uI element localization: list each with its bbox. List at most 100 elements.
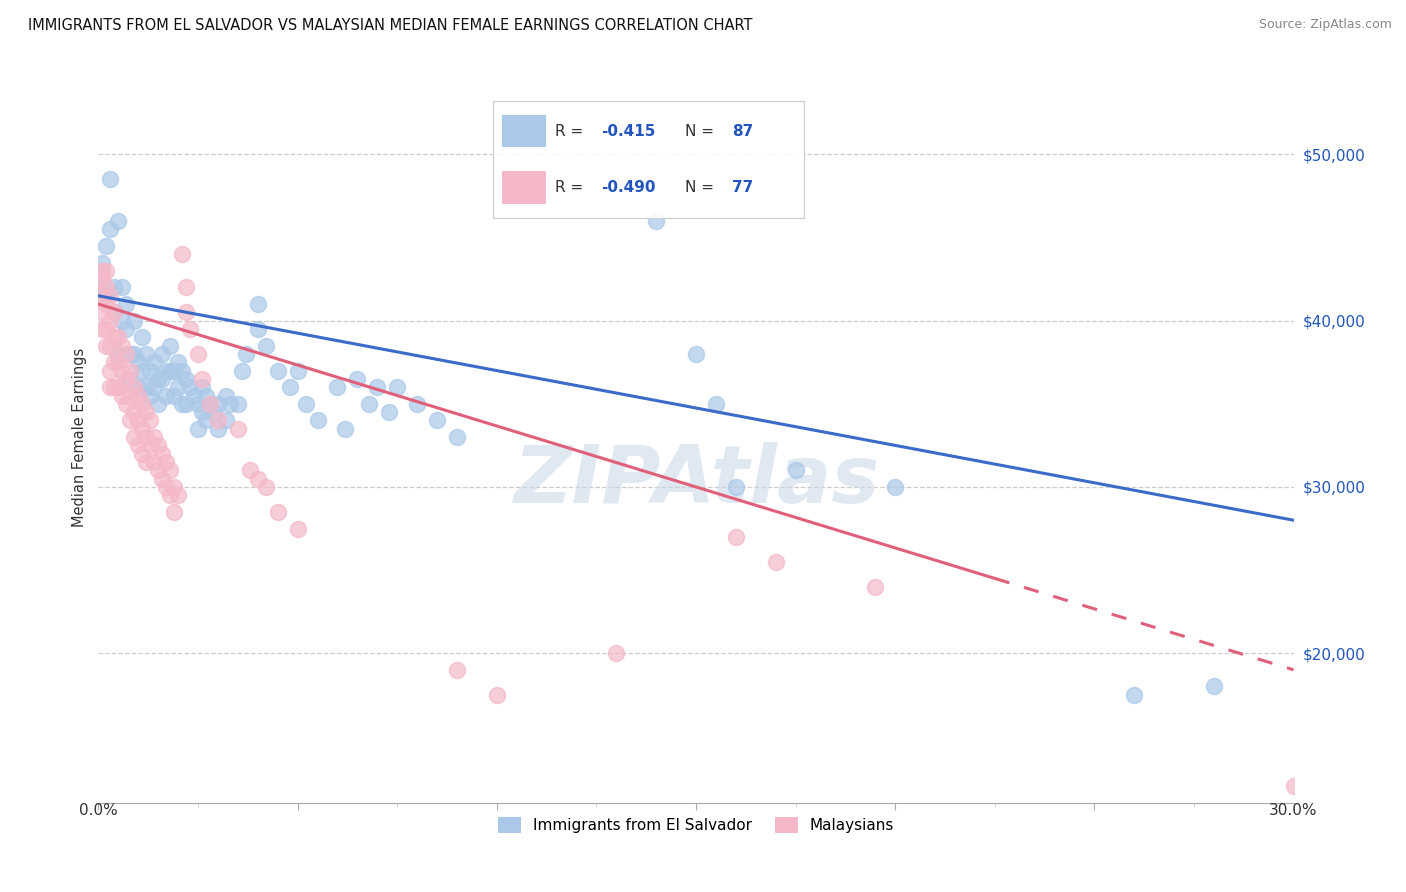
Point bbox=[115, 372, 138, 386]
Point bbox=[246, 472, 269, 486]
Point bbox=[172, 247, 194, 261]
Point bbox=[191, 380, 214, 394]
Point bbox=[127, 388, 149, 402]
Text: 30.0%: 30.0% bbox=[1270, 803, 1317, 818]
Point bbox=[704, 397, 727, 411]
Point bbox=[406, 397, 429, 411]
Point bbox=[231, 363, 253, 377]
Point bbox=[215, 413, 238, 427]
Point bbox=[287, 363, 309, 377]
Point bbox=[143, 455, 166, 469]
Point bbox=[207, 422, 229, 436]
Point bbox=[167, 380, 190, 394]
Point bbox=[103, 355, 125, 369]
Point bbox=[366, 380, 388, 394]
Text: Source: ZipAtlas.com: Source: ZipAtlas.com bbox=[1258, 18, 1392, 31]
Point bbox=[307, 413, 329, 427]
Point bbox=[183, 388, 205, 402]
Point bbox=[96, 280, 118, 294]
Point bbox=[91, 264, 114, 278]
Point bbox=[98, 338, 122, 352]
Point bbox=[124, 347, 146, 361]
Point bbox=[155, 388, 177, 402]
Point bbox=[785, 463, 807, 477]
Point bbox=[378, 405, 401, 419]
Point bbox=[120, 372, 142, 386]
Point bbox=[135, 455, 157, 469]
Point bbox=[246, 297, 269, 311]
Point bbox=[605, 646, 627, 660]
Point bbox=[685, 347, 707, 361]
Point bbox=[724, 480, 747, 494]
Point bbox=[139, 363, 162, 377]
Point bbox=[127, 413, 149, 427]
Point bbox=[91, 305, 114, 319]
Point bbox=[96, 338, 118, 352]
Point bbox=[115, 397, 138, 411]
Point bbox=[174, 305, 197, 319]
Point bbox=[150, 472, 173, 486]
Point bbox=[446, 663, 468, 677]
Point bbox=[135, 405, 157, 419]
Point bbox=[135, 380, 157, 394]
Point bbox=[91, 322, 114, 336]
Point bbox=[107, 380, 129, 394]
Point bbox=[163, 480, 186, 494]
Point bbox=[254, 480, 277, 494]
Point bbox=[124, 380, 146, 394]
Point bbox=[163, 363, 186, 377]
Point bbox=[98, 363, 122, 377]
Point bbox=[335, 422, 357, 436]
Point bbox=[111, 280, 134, 294]
Point bbox=[124, 405, 146, 419]
Point bbox=[163, 388, 186, 402]
Point bbox=[163, 505, 186, 519]
Point bbox=[115, 322, 138, 336]
Point bbox=[98, 222, 122, 236]
Point bbox=[226, 422, 249, 436]
Point bbox=[159, 363, 181, 377]
Point bbox=[143, 430, 166, 444]
Point bbox=[139, 438, 162, 452]
Point bbox=[278, 380, 301, 394]
Point bbox=[143, 380, 166, 394]
Point bbox=[91, 280, 114, 294]
Point bbox=[103, 280, 125, 294]
Point bbox=[326, 380, 349, 394]
Point bbox=[91, 272, 114, 286]
Point bbox=[96, 297, 118, 311]
Point bbox=[207, 413, 229, 427]
Point bbox=[103, 330, 125, 344]
Point bbox=[385, 380, 409, 394]
Point bbox=[155, 480, 177, 494]
Point bbox=[179, 380, 201, 394]
Point bbox=[287, 521, 309, 535]
Point bbox=[120, 388, 142, 402]
Point bbox=[103, 305, 125, 319]
Point bbox=[155, 455, 177, 469]
Point bbox=[96, 322, 118, 336]
Point bbox=[167, 355, 190, 369]
Point bbox=[187, 422, 209, 436]
Point bbox=[107, 347, 129, 361]
Point bbox=[167, 488, 190, 502]
Point bbox=[884, 480, 907, 494]
Point bbox=[148, 463, 170, 477]
Point bbox=[135, 430, 157, 444]
Point bbox=[103, 380, 125, 394]
Point bbox=[98, 380, 122, 394]
Point bbox=[172, 363, 194, 377]
Point bbox=[159, 488, 181, 502]
Point bbox=[120, 347, 142, 361]
Point bbox=[724, 530, 747, 544]
Point bbox=[120, 413, 142, 427]
Point bbox=[96, 289, 118, 303]
Point bbox=[107, 214, 129, 228]
Point bbox=[191, 372, 214, 386]
Point bbox=[485, 688, 508, 702]
Point bbox=[865, 580, 887, 594]
Point bbox=[107, 330, 129, 344]
Point bbox=[198, 397, 221, 411]
Point bbox=[135, 347, 157, 361]
Point bbox=[239, 463, 262, 477]
